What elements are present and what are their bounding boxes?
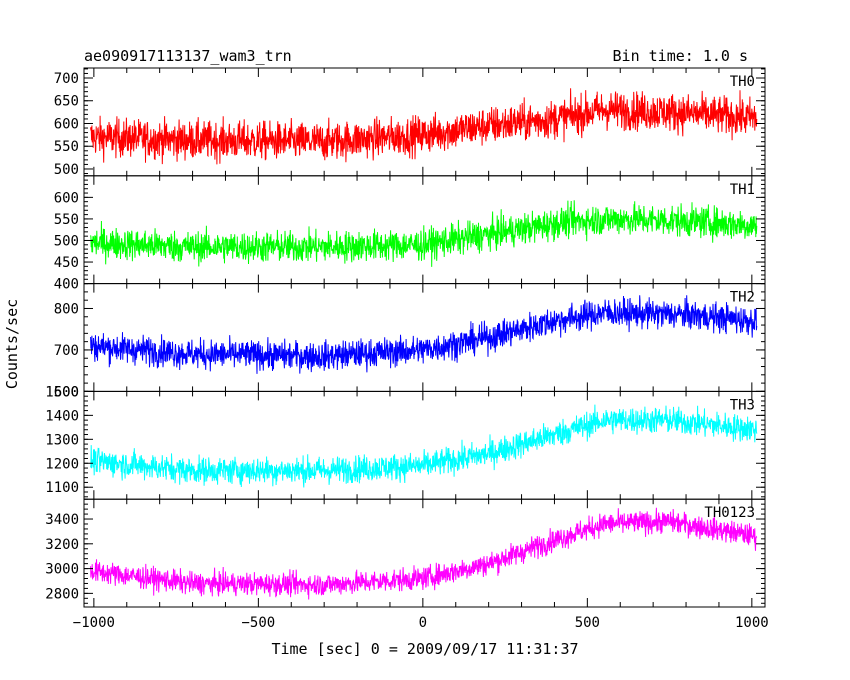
x-tick-label: 1000 [735,615,769,631]
y-tick-label: 650 [54,94,79,110]
panel-frame [83,390,766,500]
y-tick-label: 1300 [45,432,79,448]
bin-time-label: Bin time: 1.0 s [613,47,748,65]
y-tick-label: 600 [54,384,79,400]
x-axis-label: Time [sec] 0 = 2009/09/17 11:31:37 [271,640,578,658]
series-line-th0123 [90,507,758,600]
panel-frame [83,283,766,392]
x-tick-label: −1000 [73,615,115,631]
y-tick-label: 550 [54,212,79,228]
panel-th2: 600 700 800 TH2 [54,283,766,400]
x-tick-label: 0 [419,615,427,631]
y-tick-label: 500 [54,162,79,178]
panel-th0123: 2800 3000 3200 3400 TH0123 [45,498,766,608]
y-tick-label: 400 [54,277,79,293]
panel-th1: 400 450 500 550 600 TH1 [54,175,766,293]
panel-th3: 1100 1200 1300 1400 1500 TH3 [45,384,766,500]
y-tick-label: 2800 [45,586,79,602]
panel-label: TH2 [730,290,755,306]
y-tick-label: 3400 [45,512,79,528]
y-tick-label: 800 [54,301,79,317]
panel-label: TH3 [730,397,755,413]
y-tick-label: 3200 [45,537,79,553]
panel-label: TH1 [730,182,755,198]
series-line-th2 [90,295,758,374]
panel-th0: 500 550 600 650 700 TH0 [54,67,766,178]
chart-title: ae090917113137_wam3_trn [84,47,292,65]
y-tick-label: 700 [54,71,79,87]
y-tick-label: 700 [54,343,79,359]
y-tick-label: 1500 [45,384,79,400]
y-axis-label: Counts/sec [3,299,21,389]
y-tick-label: 600 [54,116,79,132]
y-tick-label: 550 [54,139,79,155]
y-tick-label: 600 [54,190,79,206]
y-tick-label: 450 [54,255,79,271]
series-line-th3 [90,404,758,488]
x-tick-label: 500 [575,615,600,631]
y-tick-label: 3000 [45,562,79,578]
x-tick-label: −500 [242,615,276,631]
y-tick-label: 500 [54,233,79,249]
panel-label: TH0 [730,74,755,90]
series-line-th1 [90,200,758,267]
panel-label: TH0123 [704,505,755,521]
y-tick-label: 1100 [45,480,79,496]
series-line-th0 [90,88,758,165]
panels-layer: 500 550 600 650 700 TH0 400 450 500 550 600 TH1 600 7… [45,67,769,631]
y-tick-label: 1400 [45,408,79,424]
panel-frame [83,498,766,608]
y-tick-label: 1200 [45,456,79,472]
